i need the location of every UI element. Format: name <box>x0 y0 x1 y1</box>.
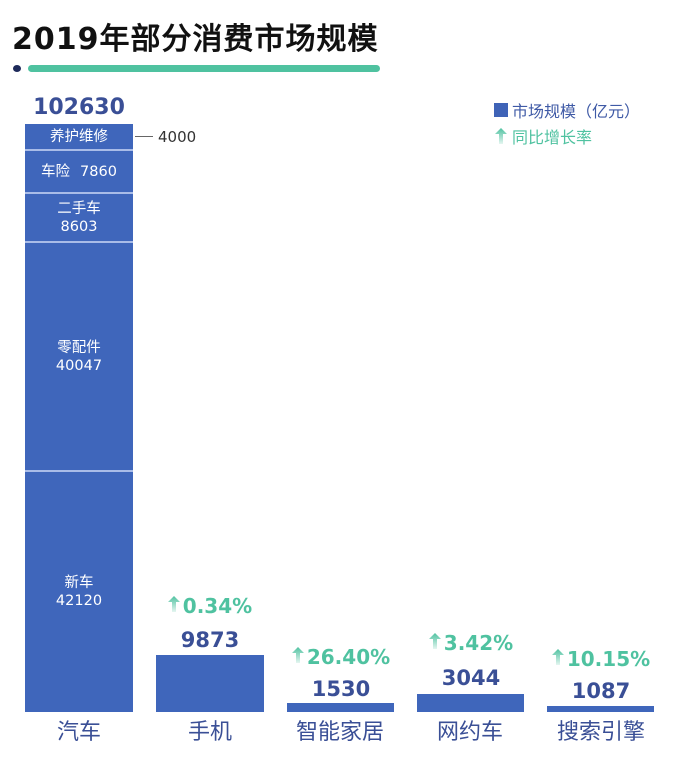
category-label-search-engine: 搜索引擎 <box>556 720 645 745</box>
growth-rate-phone: 0.34% <box>140 594 280 618</box>
up-arrow-icon <box>291 645 304 669</box>
legend-label: 同比增长率 <box>512 128 593 147</box>
segment-used-car: 二手车 8603 <box>25 192 133 241</box>
segment-value: 42120 <box>55 593 103 609</box>
up-arrow-icon <box>428 631 441 655</box>
title-underline-dot <box>13 65 21 72</box>
value-search-engine: 1087 <box>571 679 631 703</box>
legend: 市场规模（亿元） 同比增长率 <box>494 97 640 149</box>
segment-label: 零配件 <box>57 339 101 356</box>
legend-label: 市场规模（亿元） <box>512 102 641 121</box>
bar-search-engine <box>547 706 654 712</box>
bar-smart-home <box>287 703 394 712</box>
segment-maintenance: 养护维修 <box>25 124 133 149</box>
bar-phone <box>156 655 264 712</box>
category-label-ride-hailing: 网约车 <box>436 720 503 745</box>
up-arrow-icon <box>551 647 564 671</box>
car-total-value: 102630 <box>33 95 125 120</box>
segment-value: 8603 <box>60 218 98 235</box>
segment-label: 养护维修 <box>50 128 108 145</box>
up-arrow-icon <box>167 594 180 618</box>
segment-value: 40047 <box>55 357 103 374</box>
value-ride-hailing: 3044 <box>441 666 501 690</box>
segment-label: 车险 <box>41 163 71 180</box>
segment-label: 二手车 <box>57 200 101 217</box>
growth-rate-search-engine: 10.15% <box>531 647 671 671</box>
category-label-car: 汽车 <box>56 720 101 745</box>
segment-insurance: 车险 7860 <box>25 149 133 192</box>
bar-ride-hailing <box>417 694 524 712</box>
segment-new-car: 新车 42120 <box>25 470 133 712</box>
growth-rate-smart-home: 26.40% <box>271 645 411 669</box>
segment-label: 新车 <box>64 575 94 591</box>
value-smart-home: 1530 <box>311 677 371 701</box>
value-phone: 9873 <box>180 628 240 652</box>
segment-parts: 零配件 40047 <box>25 241 133 470</box>
category-label-phone: 手机 <box>187 720 232 745</box>
callout-leader-line <box>135 136 153 137</box>
up-arrow-icon <box>494 128 508 144</box>
legend-item-growth-rate: 同比增长率 <box>494 123 640 149</box>
legend-square-icon <box>494 103 508 117</box>
maintenance-value-callout: 4000 <box>158 128 197 146</box>
segment-value: 7860 <box>80 163 117 180</box>
car-stacked-bar: 养护维修 车险 7860 二手车 8603 零配件 40047 新车 42120 <box>25 124 133 712</box>
page-title: 2019年部分消费市场规模 <box>12 22 379 57</box>
category-label-smart-home: 智能家居 <box>295 720 384 745</box>
growth-rate-ride-hailing: 3.42% <box>401 631 541 655</box>
legend-item-market-size: 市场规模（亿元） <box>494 97 640 123</box>
title-underline-bar <box>28 65 380 72</box>
